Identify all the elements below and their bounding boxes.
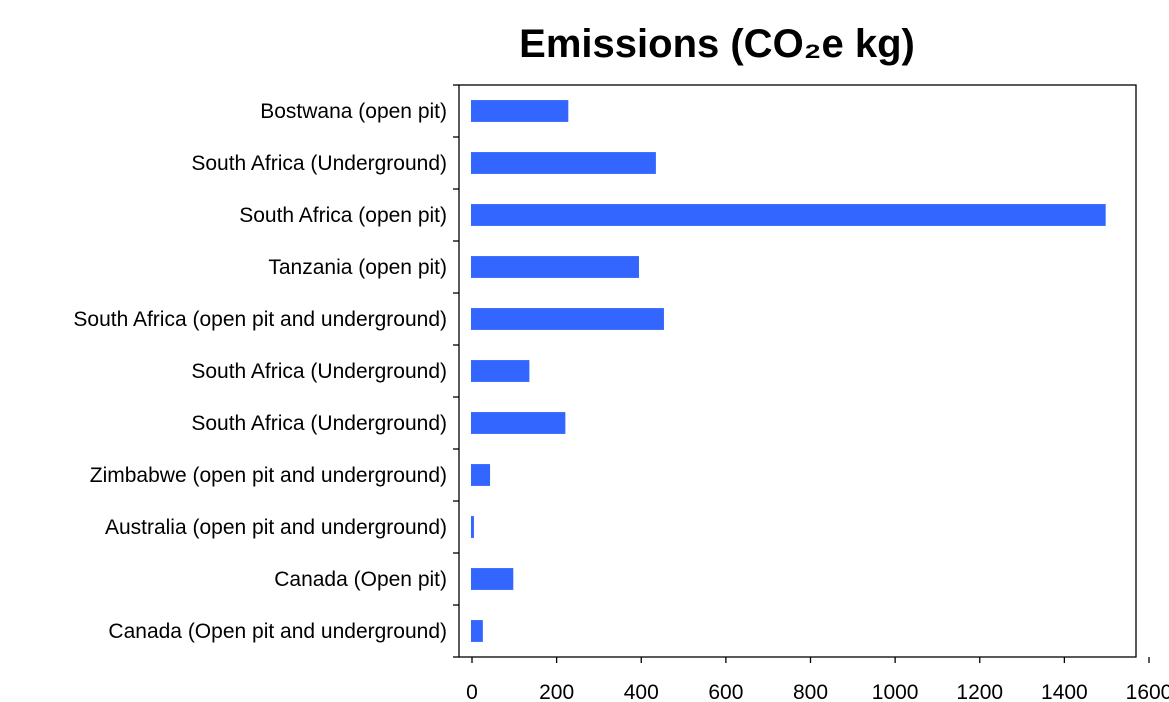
bar-3 bbox=[471, 256, 639, 278]
bars-layer bbox=[471, 100, 1106, 642]
bar-10 bbox=[471, 620, 483, 642]
bar-1 bbox=[471, 152, 656, 174]
category-label-4: South Africa (open pit and underground) bbox=[73, 308, 447, 331]
category-label-3: Tanzania (open pit) bbox=[268, 256, 447, 279]
x-tick-label-8: 1600 bbox=[1126, 681, 1169, 702]
axes-layer bbox=[458, 84, 1137, 658]
bar-2 bbox=[471, 204, 1106, 226]
category-label-1: South Africa (Underground) bbox=[191, 152, 447, 175]
x-tick-label-0: 0 bbox=[466, 681, 478, 702]
category-label-10: Canada (Open pit and underground) bbox=[108, 620, 447, 643]
category-labels: Bostwana (open pit) South Africa (Undergr… bbox=[73, 100, 447, 643]
category-label-7: Zimbabwe (open pit and underground) bbox=[90, 464, 447, 487]
x-tick-label-1: 200 bbox=[539, 681, 574, 702]
category-label-5: South Africa (Underground) bbox=[191, 360, 447, 383]
category-label-8: Australia (open pit and underground) bbox=[105, 516, 447, 539]
x-tick-label-6: 1200 bbox=[956, 681, 1003, 702]
bar-6 bbox=[471, 412, 566, 434]
bar-7 bbox=[471, 464, 491, 486]
x-tick-label-7: 1400 bbox=[1041, 681, 1088, 702]
chart-title: Emissions (CO₂e kg) bbox=[519, 22, 915, 66]
x-axis-ticks: 0 200 400 600 800 1000 1200 1400 1600 bbox=[453, 84, 1169, 702]
bar-8 bbox=[471, 516, 474, 538]
category-label-6: South Africa (Underground) bbox=[191, 412, 447, 435]
x-tick-label-2: 400 bbox=[624, 681, 659, 702]
bar-9 bbox=[471, 568, 514, 590]
bar-0 bbox=[471, 100, 569, 122]
category-label-0: Bostwana (open pit) bbox=[260, 100, 447, 123]
x-tick-label-3: 600 bbox=[708, 681, 743, 702]
bar-5 bbox=[471, 360, 530, 382]
plot-area-frame bbox=[458, 84, 1137, 658]
category-label-9: Canada (Open pit) bbox=[274, 568, 447, 591]
x-tick-label-5: 1000 bbox=[872, 681, 919, 702]
category-label-2: South Africa (open pit) bbox=[239, 204, 447, 227]
x-tick-label-4: 800 bbox=[793, 681, 828, 702]
bar-4 bbox=[471, 308, 664, 330]
